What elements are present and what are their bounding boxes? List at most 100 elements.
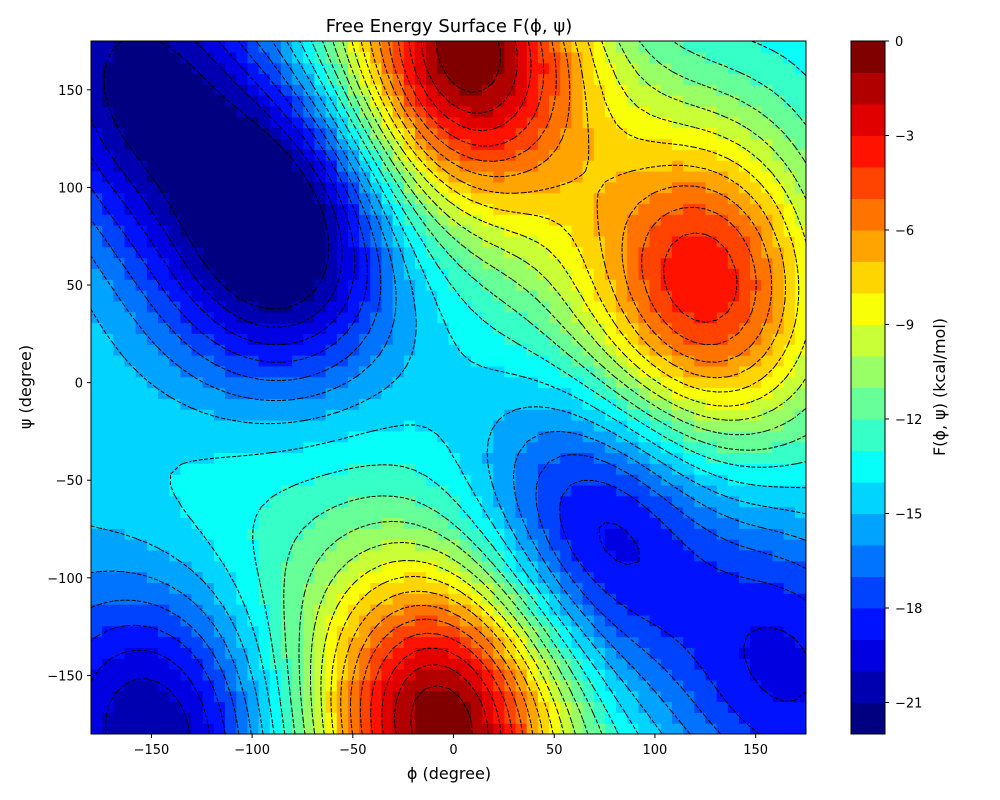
heatmap-cell — [124, 149, 137, 161]
heatmap-cell — [649, 51, 662, 64]
heatmap-cell — [549, 257, 561, 269]
heatmap-cell — [213, 430, 226, 443]
heatmap-cell — [225, 636, 237, 648]
heatmap-cell — [593, 679, 606, 692]
heatmap-cell — [169, 225, 181, 237]
heatmap-cell — [359, 701, 371, 713]
heatmap-cell — [459, 127, 472, 140]
heatmap-cell — [124, 452, 137, 464]
heatmap-cell — [727, 225, 740, 237]
heatmap-cell — [593, 506, 606, 519]
heatmap-cell — [783, 95, 796, 107]
heatmap-cell — [392, 463, 405, 475]
heatmap-cell — [783, 723, 796, 734]
heatmap-cell — [347, 419, 360, 432]
heatmap-cell — [124, 430, 137, 443]
heatmap-cell — [627, 539, 640, 551]
heatmap-cell — [158, 105, 170, 118]
heatmap-cell — [314, 528, 327, 540]
heatmap-cell — [761, 604, 774, 616]
heatmap-cell — [649, 712, 662, 724]
heatmap-cell — [604, 192, 617, 205]
heatmap-cell — [582, 387, 595, 399]
heatmap-cell — [649, 495, 662, 508]
heatmap-cell — [158, 192, 170, 205]
heatmap-cell — [381, 290, 394, 302]
heatmap-cell — [493, 257, 505, 269]
heatmap-cell — [794, 484, 806, 497]
heatmap-cell — [158, 322, 170, 334]
heatmap-cell — [269, 387, 282, 399]
colorbar-band — [851, 482, 885, 514]
heatmap-cell — [549, 235, 561, 248]
heatmap-cell — [560, 582, 572, 594]
heatmap-cell — [437, 571, 450, 584]
heatmap-cell — [683, 636, 695, 648]
heatmap-cell — [236, 604, 248, 616]
heatmap-cell — [225, 604, 237, 616]
heatmap-cell — [671, 679, 684, 692]
heatmap-cell — [280, 658, 293, 670]
heatmap-cell — [191, 723, 204, 734]
heatmap-cell — [135, 387, 148, 399]
heatmap-cell — [593, 225, 606, 237]
heatmap-cell — [794, 669, 806, 681]
heatmap-cell — [727, 647, 740, 659]
heatmap-cell — [303, 300, 316, 313]
heatmap-cell — [124, 495, 137, 508]
heatmap-cell — [705, 690, 718, 703]
heatmap-cell — [515, 452, 528, 464]
heatmap-cell — [258, 484, 271, 497]
heatmap-cell — [403, 300, 416, 313]
heatmap-cell — [604, 355, 617, 367]
heatmap-cell — [649, 441, 662, 454]
heatmap-cell — [135, 203, 148, 215]
heatmap-cell — [359, 51, 371, 64]
heatmap-cell — [616, 62, 628, 75]
heatmap-cell — [660, 268, 673, 280]
heatmap-cell — [292, 290, 304, 302]
heatmap-cell — [482, 430, 494, 443]
heatmap-cell — [638, 160, 651, 172]
heatmap-cell — [236, 528, 248, 540]
heatmap-cell — [180, 181, 193, 194]
heatmap-cell — [448, 84, 461, 96]
heatmap-cell — [392, 484, 405, 497]
heatmap-cell — [292, 73, 304, 85]
heatmap-cell — [269, 322, 282, 334]
heatmap-cell — [560, 712, 572, 724]
heatmap-cell — [414, 311, 427, 324]
heatmap-cell — [258, 257, 271, 269]
heatmap-cell — [571, 571, 584, 584]
heatmap-cell — [604, 539, 617, 551]
heatmap-cell — [604, 203, 617, 215]
heatmap-cell — [91, 647, 103, 659]
heatmap-cell — [392, 203, 405, 215]
heatmap-cell — [325, 712, 338, 724]
heatmap-cell — [325, 214, 338, 226]
heatmap-cell — [303, 571, 316, 584]
heatmap-cell — [292, 712, 304, 724]
heatmap-cell — [459, 636, 472, 648]
heatmap-cell — [448, 604, 461, 616]
heatmap-cell — [392, 333, 405, 345]
heatmap-cell — [258, 73, 271, 85]
heatmap-cell — [783, 409, 796, 421]
heatmap-cell — [169, 95, 181, 107]
heatmap-cell — [336, 517, 349, 529]
heatmap-cell — [403, 625, 416, 638]
heatmap-cell — [772, 430, 785, 443]
heatmap-cell — [146, 452, 159, 464]
heatmap-cell — [448, 452, 461, 464]
heatmap-cell — [202, 593, 215, 605]
heatmap-cell — [772, 712, 785, 724]
heatmap-cell — [649, 290, 662, 302]
heatmap-cell — [761, 84, 774, 96]
heatmap-cell — [113, 160, 126, 172]
heatmap-cell — [504, 95, 517, 107]
heatmap-cell — [336, 170, 349, 183]
heatmap-cell — [370, 636, 383, 648]
heatmap-cell — [694, 398, 707, 410]
heatmap-cell — [616, 73, 628, 85]
heatmap-cell — [448, 614, 461, 627]
